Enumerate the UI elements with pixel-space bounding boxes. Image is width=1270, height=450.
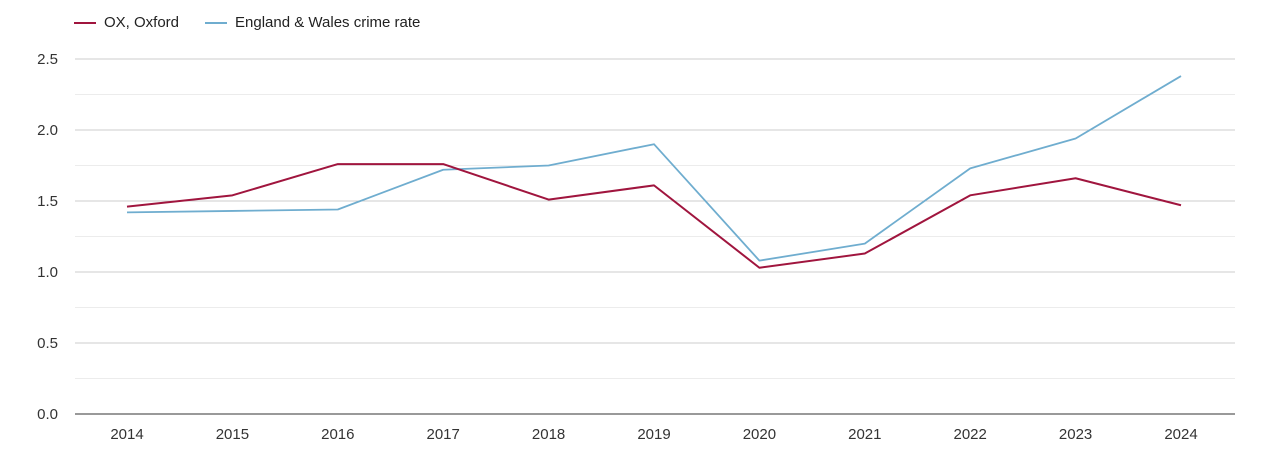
legend-item-oxford: OX, Oxford	[74, 14, 179, 31]
x-tick-label: 2016	[321, 426, 354, 443]
x-tick-label: 2018	[532, 426, 565, 443]
legend-swatch-oxford	[74, 21, 96, 24]
y-tick-label: 0.5	[37, 335, 58, 352]
x-tick-label: 2017	[427, 426, 460, 443]
y-tick-label: 2.0	[37, 122, 58, 139]
x-tick-label: 2022	[954, 426, 987, 443]
x-tick-label: 2020	[743, 426, 776, 443]
x-tick-label: 2024	[1164, 426, 1197, 443]
x-tick-label: 2014	[110, 426, 143, 443]
y-tick-label: 1.0	[37, 264, 58, 281]
x-tick-label: 2021	[848, 426, 881, 443]
x-tick-label: 2023	[1059, 426, 1092, 443]
y-tick-label: 2.5	[37, 51, 58, 68]
legend-label-england-wales: England & Wales crime rate	[235, 14, 421, 31]
legend: OX, Oxford England & Wales crime rate	[74, 14, 420, 31]
legend-swatch-england-wales	[205, 21, 228, 24]
series-line-oxford	[126, 163, 1182, 269]
x-tick-label: 2019	[637, 426, 670, 443]
legend-item-england-wales: England & Wales crime rate	[205, 14, 420, 31]
series-line-england-wales	[126, 75, 1182, 262]
legend-label-oxford: OX, Oxford	[104, 14, 180, 31]
y-tick-label: 0.0	[37, 406, 58, 423]
x-tick-label: 2015	[216, 426, 249, 443]
y-tick-label: 1.5	[37, 193, 58, 210]
